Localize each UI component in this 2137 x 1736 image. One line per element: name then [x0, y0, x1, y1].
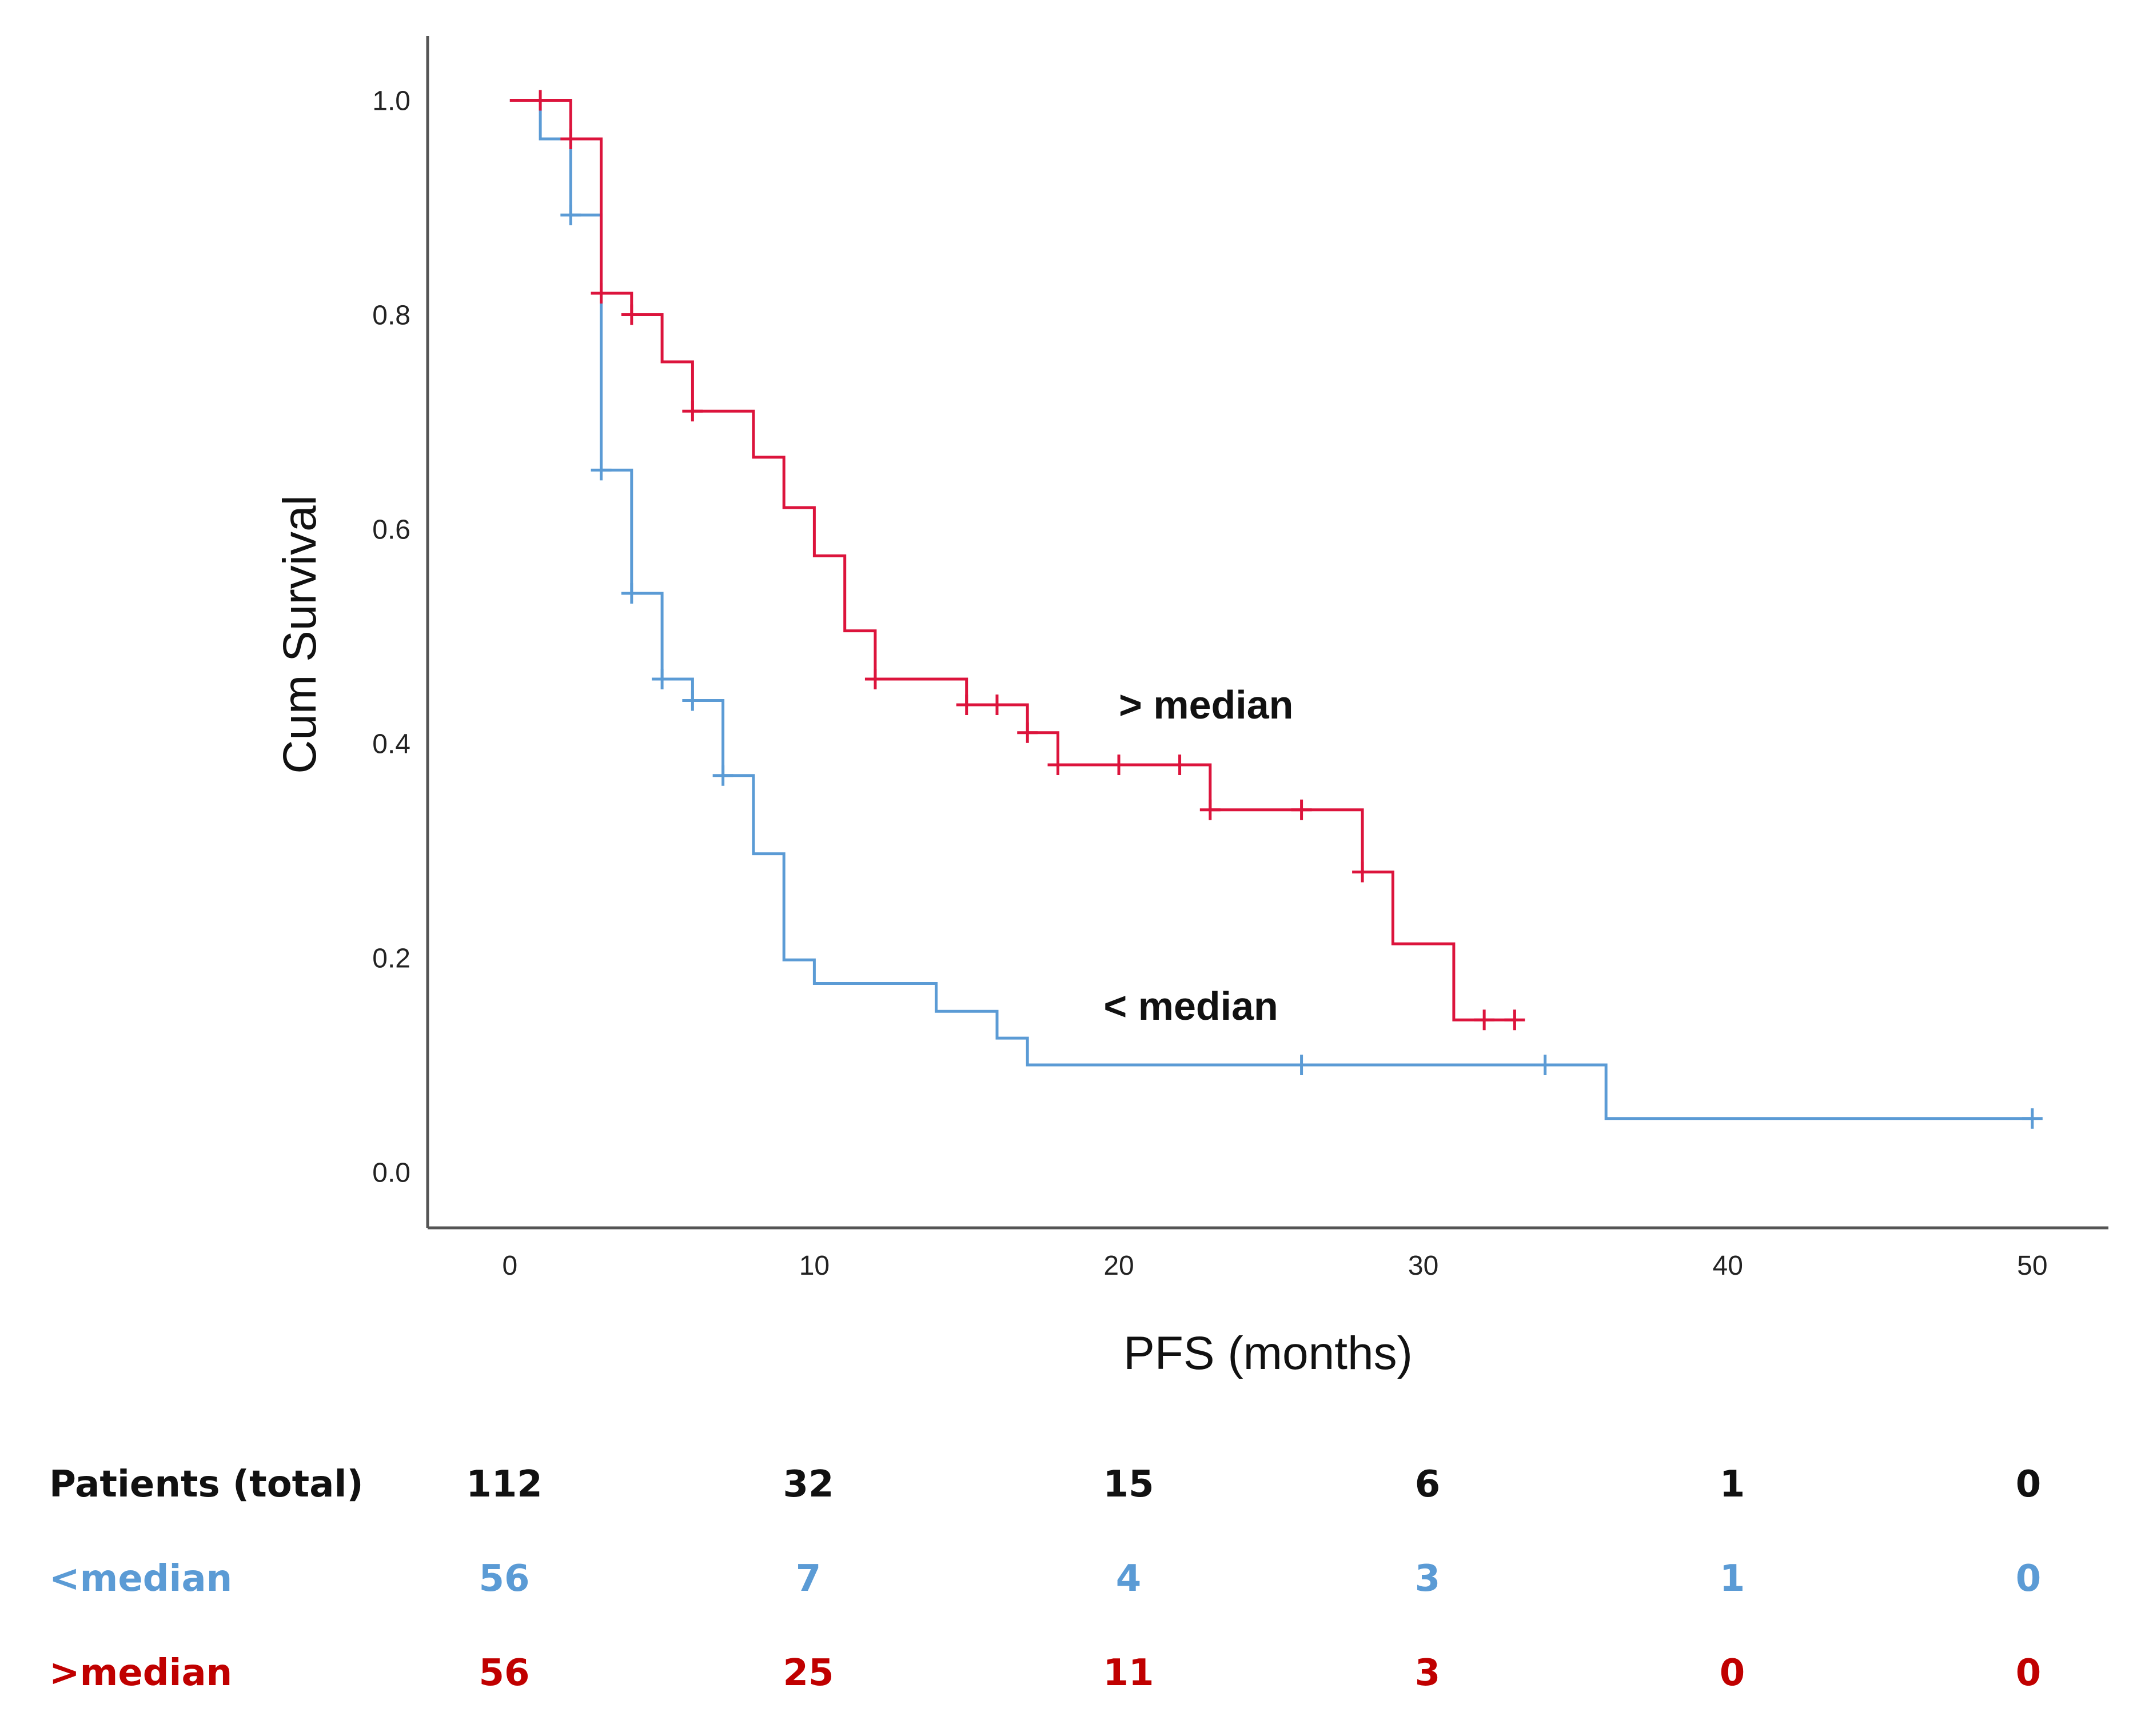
risk-cell: 15: [1103, 1463, 1154, 1506]
y-tick-label: 0.8: [372, 301, 410, 331]
y-tick-label: 1.0: [372, 86, 410, 117]
y-tick-label: 0.6: [372, 515, 410, 545]
censor-mark-above-median: [956, 695, 977, 715]
censor-mark-above-median: [682, 401, 703, 422]
risk-cell: 3: [1415, 1652, 1441, 1694]
censor-mark-above-median: [1109, 755, 1130, 775]
censor-mark-below-median: [591, 460, 612, 481]
risk-cell: 11: [1103, 1652, 1154, 1694]
risk-cell: 32: [783, 1463, 834, 1506]
risk-cell: 0: [2016, 1463, 2042, 1506]
risk-cell: 4: [1116, 1558, 1142, 1600]
censor-mark-above-median: [1017, 722, 1038, 743]
annotation-below-median: < median: [1103, 984, 1278, 1028]
x-tick-label: 30: [1408, 1251, 1438, 1281]
risk-row-label: Patients (total): [49, 1463, 364, 1506]
y-tick-label: 0.4: [372, 729, 410, 760]
censor-mark-below-median: [712, 765, 733, 786]
risk-cell: 1: [1720, 1558, 1745, 1600]
censor-mark-above-median: [1504, 1009, 1525, 1031]
curve-annotations: < median > median: [1103, 683, 1293, 1028]
annotation-above-median: > median: [1119, 683, 1293, 727]
risk-cell: 6: [1415, 1463, 1441, 1506]
censor-mark-below-median: [621, 583, 642, 604]
risk-cell: 1: [1720, 1463, 1745, 1506]
survival-curve-below-median: [509, 99, 2032, 1120]
x-tick-label: 20: [1103, 1251, 1134, 1281]
risk-row-label: >median: [49, 1652, 232, 1694]
censor-mark-below-median: [560, 205, 581, 226]
censor-mark-above-median: [530, 90, 551, 111]
censor-mark-below-median: [2022, 1108, 2043, 1129]
risk-table: Patients (total) 112 32 15 6 1 0 <median 56 7 4 3 1 0…: [49, 1463, 2041, 1694]
censor-mark-below-median: [1534, 1055, 1556, 1075]
censor-mark-above-median: [1169, 755, 1190, 775]
x-tick-label: 0: [502, 1251, 517, 1281]
censor-mark-above-median: [1199, 799, 1221, 820]
risk-row-label: <median: [49, 1558, 232, 1600]
risk-cell: 112: [466, 1463, 543, 1506]
censor-mark-below-median: [682, 690, 703, 711]
censor-mark-above-median: [1352, 861, 1373, 883]
censor-mark-above-median: [1474, 1009, 1495, 1031]
survival-curves: [509, 99, 2032, 1120]
risk-cell: 56: [479, 1652, 529, 1694]
x-tick-label: 40: [1713, 1251, 1743, 1281]
censor-mark-above-median: [560, 129, 581, 149]
x-axis-title: PFS (months): [1123, 1327, 1413, 1379]
risk-cell: 0: [2016, 1652, 2042, 1694]
risk-cell: 0: [1720, 1652, 1745, 1694]
censor-mark-above-median: [986, 695, 1007, 715]
censor-mark-below-median: [1291, 1055, 1312, 1075]
censor-marks: [530, 90, 2043, 1129]
axes: [426, 36, 2108, 1230]
risk-cell: 0: [2016, 1558, 2042, 1600]
risk-cell: 25: [783, 1652, 834, 1694]
y-axis-title: Cum Survival: [274, 495, 326, 774]
y-tick-label: 0.2: [372, 944, 410, 974]
y-tick-labels: 0.0 0.2 0.4 0.6 0.8 1.0: [372, 86, 410, 1188]
x-tick-label: 50: [2017, 1251, 2047, 1281]
censor-mark-above-median: [1047, 755, 1068, 775]
censor-mark-above-median: [1291, 799, 1312, 820]
risk-cell: 56: [479, 1558, 529, 1600]
risk-cell: 7: [796, 1558, 822, 1600]
censor-mark-above-median: [591, 283, 612, 304]
y-tick-label: 0.0: [372, 1158, 410, 1188]
survival-curve-above-median: [509, 99, 1515, 1021]
risk-cell: 3: [1415, 1558, 1441, 1600]
x-tick-label: 10: [799, 1251, 830, 1281]
censor-mark-below-median: [652, 669, 673, 689]
x-tick-labels: 0 10 20 30 40 50: [502, 1251, 2047, 1281]
censor-mark-above-median: [864, 669, 886, 689]
censor-mark-above-median: [621, 304, 642, 325]
